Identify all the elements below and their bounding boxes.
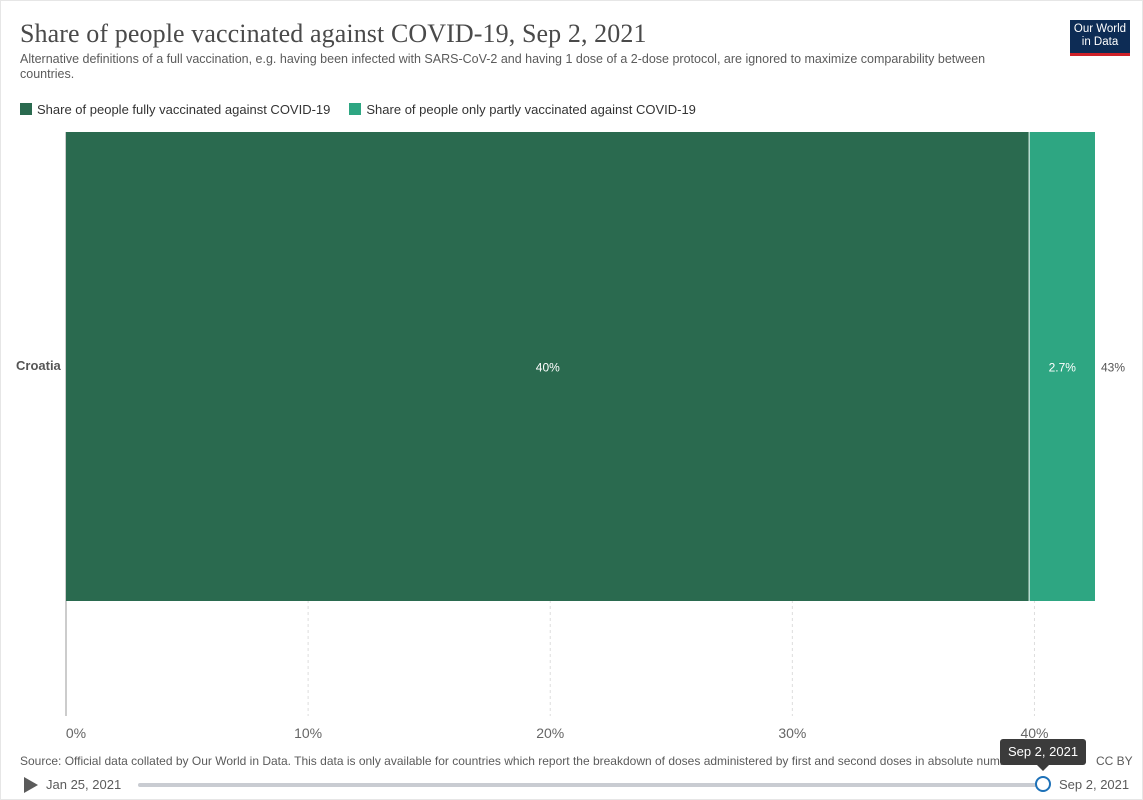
owid-logo[interactable]: Our World in Data — [1070, 20, 1130, 56]
timeline-handle[interactable] — [1035, 776, 1051, 792]
x-tick-label-10: 10% — [294, 725, 322, 741]
legend-label-fully: Share of people fully vaccinated against… — [37, 101, 331, 117]
data-label-partly: 2.7% — [1049, 361, 1077, 375]
bar-fully — [66, 132, 1029, 601]
timeline-end-label: Sep 2, 2021 — [1059, 777, 1130, 792]
legend-item-fully[interactable]: Share of people fully vaccinated against… — [20, 102, 330, 117]
logo-line-1: Our World — [1073, 23, 1127, 35]
timeline-track[interactable] — [138, 783, 1043, 787]
legend-swatch-partly — [349, 103, 362, 115]
x-tick-label-0: 0% — [66, 725, 86, 741]
timeline: Jan 25, 2021 Sep 2, 2021 — [0, 770, 1143, 800]
bar-partly — [1029, 132, 1095, 601]
data-label-fully: 40% — [536, 361, 560, 375]
total-label: 43% — [1101, 361, 1125, 375]
tooltip-arrow — [1037, 765, 1049, 771]
legend-label-partly: Share of people only partly vaccinated a… — [366, 101, 696, 117]
x-tick-label-30: 30% — [778, 725, 806, 741]
x-tick-label-20: 20% — [536, 725, 564, 741]
play-icon[interactable] — [24, 777, 38, 793]
logo-line-2: in Data — [1081, 36, 1119, 48]
timeline-start-label: Jan 25, 2021 — [46, 777, 122, 792]
legend-swatch-fully — [20, 103, 32, 115]
x-tick-label-40: 40% — [1020, 725, 1048, 741]
legend-item-partly[interactable]: Share of people only partly vaccinated a… — [349, 102, 696, 117]
source-note: Source: Official data collated by Our Wo… — [20, 754, 1027, 768]
chart-title: Share of people vaccinated against COVID… — [20, 19, 647, 48]
category-label-croatia: Croatia — [16, 358, 61, 373]
bar-chart: 40% 2.7% 43% 0% 10% 20% 30% 40% — [65, 132, 1125, 741]
license-link[interactable]: CC BY — [1096, 754, 1133, 768]
timeline-tooltip: Sep 2, 2021 — [1000, 739, 1086, 765]
legend: Share of people fully vaccinated against… — [20, 101, 715, 117]
chart-subtitle: Alternative definitions of a full vaccin… — [20, 52, 986, 81]
